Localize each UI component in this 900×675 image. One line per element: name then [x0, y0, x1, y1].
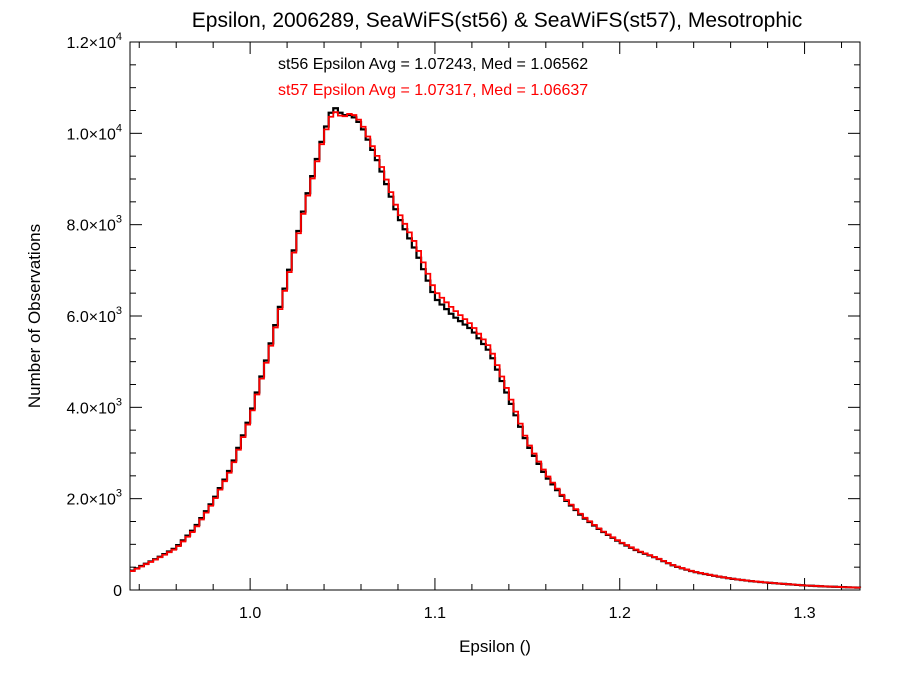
- y-tick-label: 0: [113, 583, 122, 600]
- y-tick-label: 1.2×104: [66, 31, 122, 52]
- st57-stats-annotation: st57 Epsilon Avg = 1.07317, Med = 1.0663…: [278, 82, 588, 99]
- st56-stats-annotation: st56 Epsilon Avg = 1.07243, Med = 1.0656…: [278, 56, 588, 73]
- y-axis-ticks: 0 2.0×103 4.0×103 6.0×103 8.0×103 1.0×104 1.2×…: [66, 31, 860, 600]
- chart-title: Epsilon, 2006289, SeaWiFS(st56) & SeaWiF…: [192, 9, 802, 32]
- x-axis-label: Epsilon (): [459, 637, 531, 656]
- series-st57-line: [130, 111, 861, 589]
- series-layer: [130, 107, 862, 589]
- x-tick-label: 1.2: [609, 605, 631, 622]
- y-tick-label: 8.0×103: [66, 214, 122, 235]
- x-tick-label: 1.3: [793, 605, 815, 622]
- x-tick-label: 1.0: [239, 605, 261, 622]
- x-tick-label: 1.1: [424, 605, 446, 622]
- x-axis-ticks: 1.0 1.1 1.2 1.3: [138, 42, 843, 622]
- y-tick-label: 1.0×104: [66, 122, 122, 143]
- y-tick-label: 6.0×103: [66, 305, 122, 326]
- plot-area-frame: [129, 41, 861, 591]
- y-tick-label: 2.0×103: [66, 488, 122, 509]
- y-axis-label: Number of Observations: [25, 224, 44, 408]
- series-st56-line: [130, 107, 862, 589]
- y-tick-label: 4.0×103: [66, 396, 122, 417]
